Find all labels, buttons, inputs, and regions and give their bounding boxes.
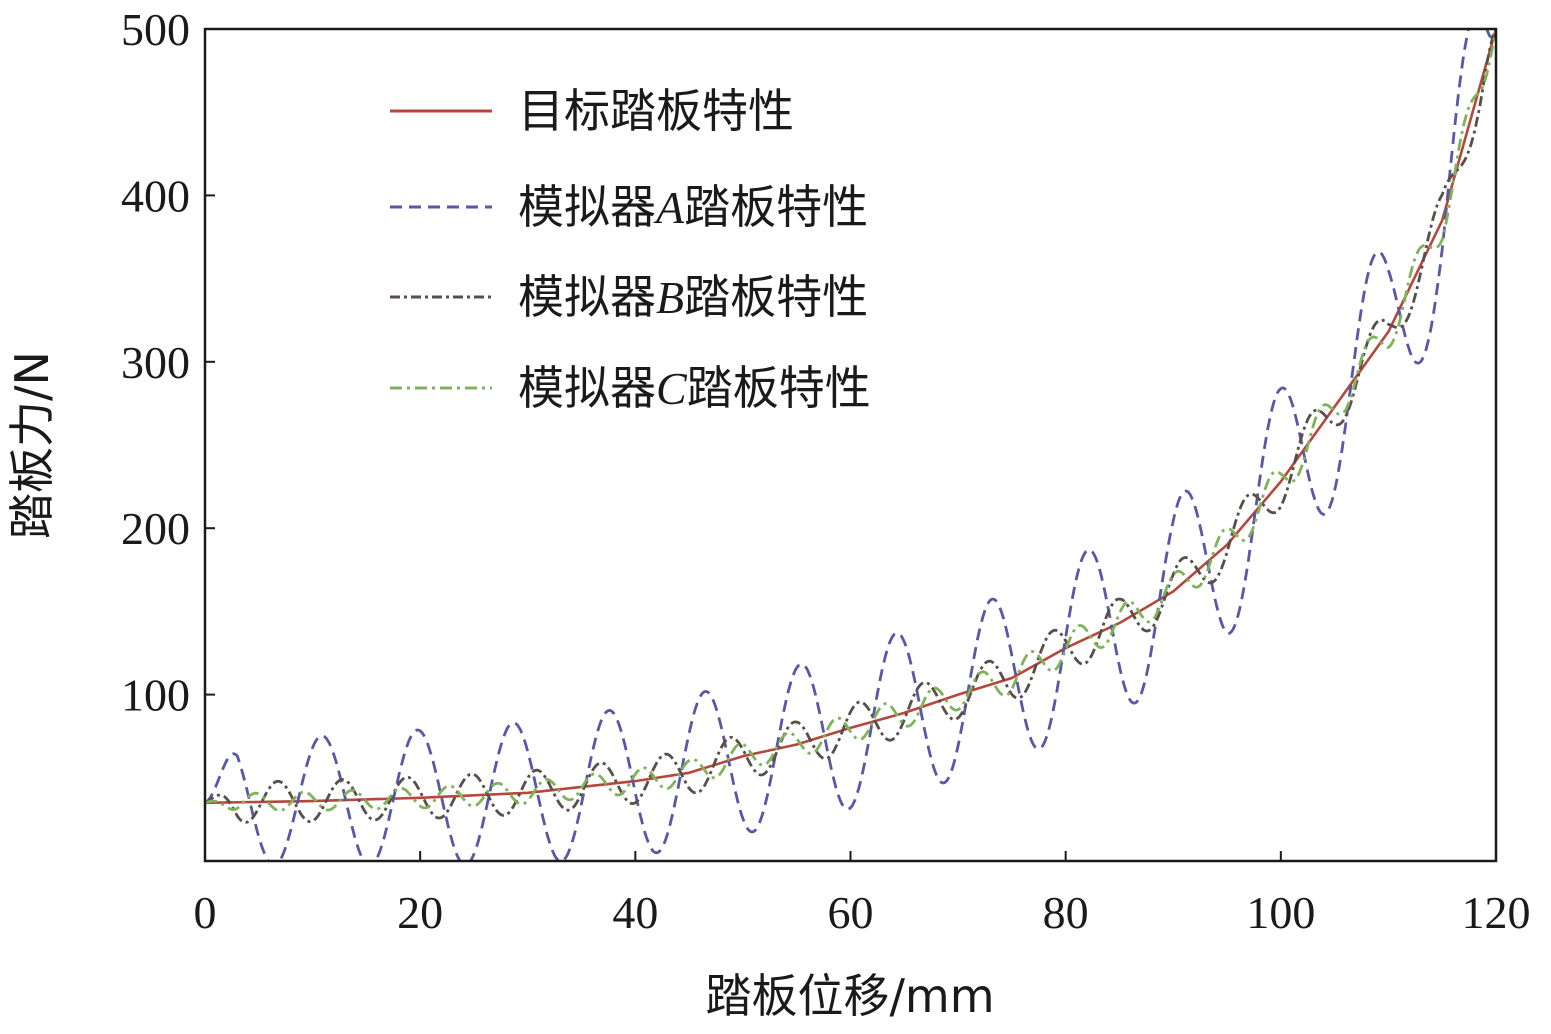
x-tick-label: 80: [1043, 887, 1089, 938]
legend-label-3: 模拟器B踏板特性: [518, 270, 868, 324]
x-axis-label: 踏板位移/mm: [705, 969, 994, 1023]
legend-label-suffix: 踏板特性: [684, 270, 868, 324]
legend-label-letter: A: [653, 182, 685, 233]
y-tick-label: 400: [121, 170, 190, 221]
series-line-4: [205, 30, 1496, 812]
x-tick-label: 100: [1246, 887, 1315, 938]
legend-label-letter: B: [656, 272, 684, 323]
legend-label-2: 模拟器A踏板特性: [518, 180, 868, 234]
legend-label-prefix: 模拟器: [518, 180, 656, 234]
x-tick-label: 0: [194, 887, 217, 938]
y-axis-label: 踏板力/N: [5, 351, 59, 539]
series-line-3: [205, 29, 1496, 824]
legend-label-prefix: 模拟器: [518, 270, 656, 324]
series-line-1: [205, 29, 1496, 805]
tick-layer: 0 20 40 60 80 100 120 100 200 300 400 500: [121, 4, 1531, 938]
legend-label-prefix: 目标踏板特性: [518, 84, 794, 138]
y-tick-label: 300: [121, 337, 190, 388]
legend-label-suffix: 踏板特性: [687, 361, 871, 415]
y-tick-label: 100: [121, 670, 190, 721]
y-tick-label: 500: [121, 4, 190, 55]
legend-label-letter: C: [656, 363, 688, 414]
legend-label-suffix: 踏板特性: [684, 180, 868, 234]
x-tick-label: 20: [397, 887, 443, 938]
x-tick-label: 120: [1462, 887, 1531, 938]
x-tick-label: 60: [828, 887, 874, 938]
legend-label-4: 模拟器C踏板特性: [518, 361, 871, 415]
x-tick-label: 40: [612, 887, 658, 938]
legend-label-1: 目标踏板特性: [518, 84, 794, 138]
legend-label-prefix: 模拟器: [518, 361, 656, 415]
series-layer: [205, 29, 1496, 861]
series-line-2: [205, 29, 1496, 861]
y-tick-label: 200: [121, 503, 190, 554]
